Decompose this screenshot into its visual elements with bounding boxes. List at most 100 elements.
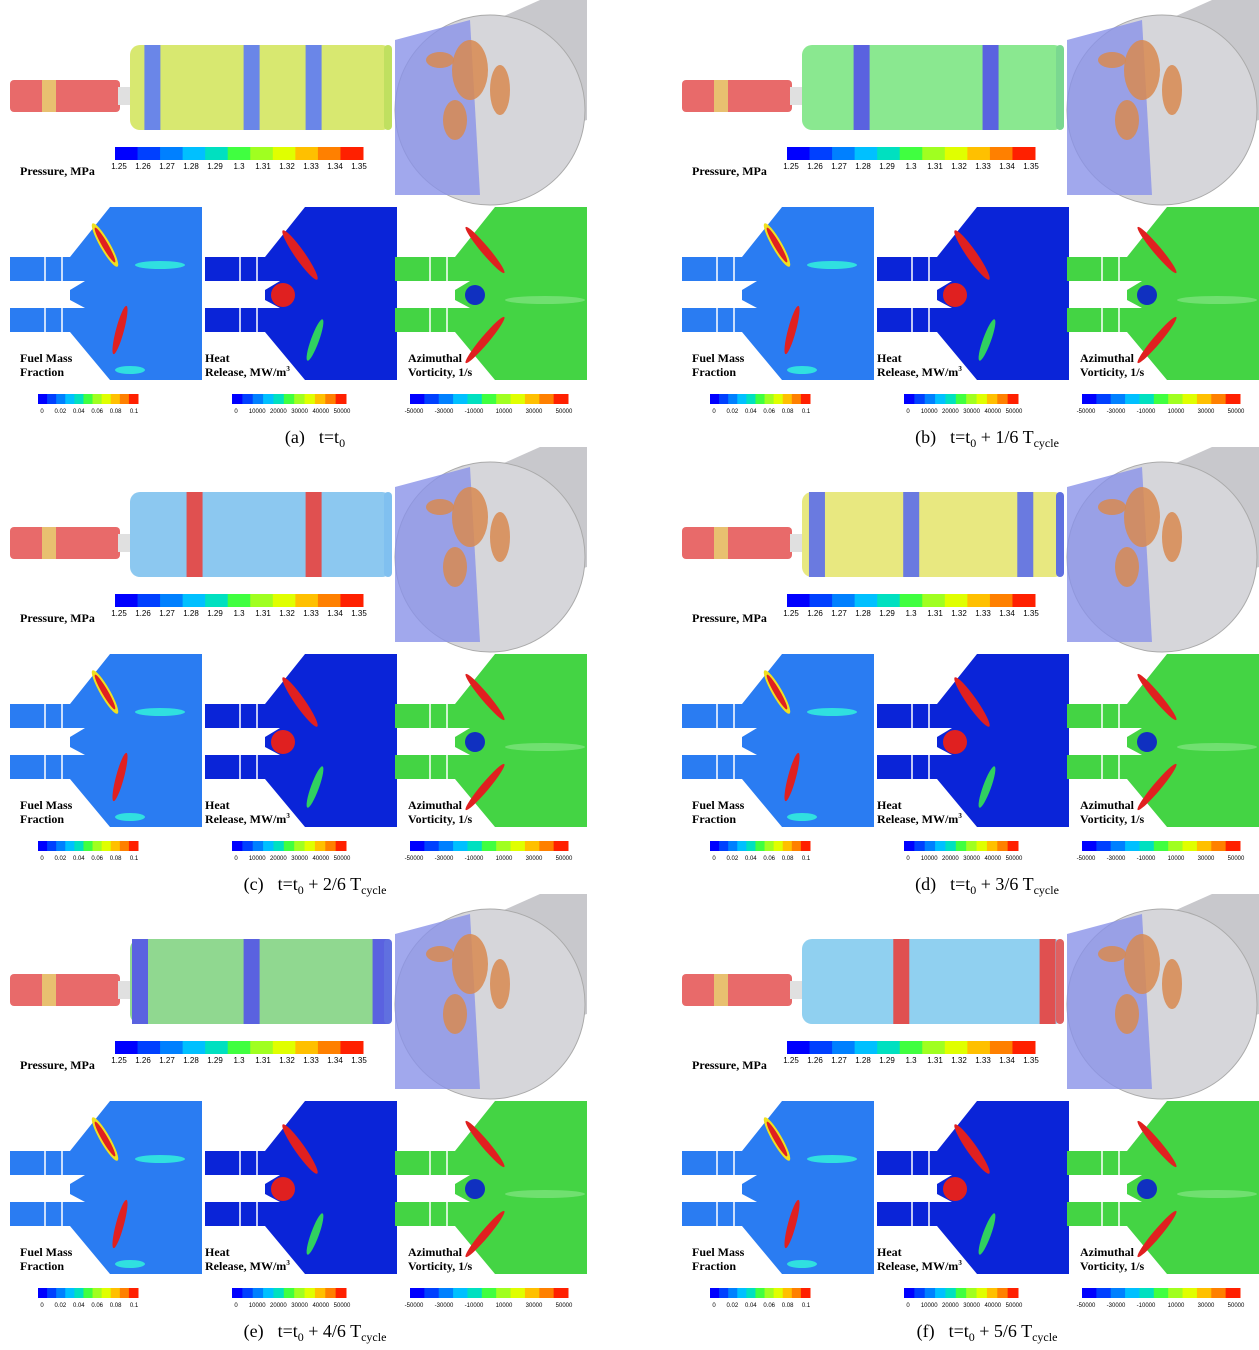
panel-label: Azimuthal [408,798,463,812]
isosurface [1098,52,1126,68]
panel-label-text: Release, MW/m [205,1259,286,1273]
inlet [10,755,85,779]
colorbar-segment [783,1288,793,1298]
panel-label: Release, MW/m3 [205,812,290,826]
caption: (d)t=t0 + 3/6 Tcycle [915,874,1059,897]
connector [118,981,132,999]
pressure-band [306,45,322,130]
colorbar-segment [966,394,977,404]
colorbar-tick-label: 0.06 [91,1303,103,1309]
colorbar-segment [990,147,1013,160]
colorbar-segment [65,841,75,851]
colorbar-tick-label: 30000 [963,856,980,862]
colorbar-segment [1226,394,1241,404]
colorbar-segment [1082,394,1097,404]
colorbar-segment [1008,1288,1019,1298]
colorbar-label: Pressure, MPa [20,1058,95,1072]
colorbar-segment [115,594,138,607]
panel-label-text: Vorticity, 1/s [408,1259,473,1273]
isosurface [1115,100,1139,140]
contour-feature [807,261,857,269]
isosurface [1162,512,1182,562]
colorbar-segment [336,394,347,404]
contour-feature [271,730,295,754]
colorbar-segment [93,394,103,404]
colorbar-tick-label: 10000 [921,1303,938,1309]
panel-label-text: Azimuthal [408,798,463,812]
colorbar-segment [1082,1288,1097,1298]
colorbar-tick-label: 0 [40,409,44,415]
colorbar-segment [554,841,569,851]
colorbar-segment [74,841,84,851]
colorbar-segment [832,1041,855,1054]
colorbar-segment [987,1288,998,1298]
colorbar-segment [922,147,945,160]
chamber [70,1101,202,1274]
colorbar-tick-label: 0.08 [110,856,122,862]
inlet [10,704,85,728]
colorbar-tick-label: -10000 [465,856,484,862]
contour-feature [807,708,857,716]
colorbar-segment [719,1288,729,1298]
colorbar-segment [74,394,84,404]
colorbar-tick-label: 0.02 [55,1303,67,1309]
colorbar-tick-label: 1.35 [1023,1056,1039,1065]
isosurface [1124,40,1160,100]
colorbar-segment [792,394,802,404]
colorbar-segment [922,1041,945,1054]
colorbar-segment [719,841,729,851]
colorbar-segment [945,394,956,404]
caption-sub: cycle [361,883,386,897]
isosurface [426,946,454,962]
panel-label: Azimuthal [1080,351,1135,365]
contour-feature [505,296,585,304]
panel: 1.251.261.271.281.291.31.311.321.331.341… [10,0,587,450]
colorbar-tick-label: 0.1 [802,1303,811,1309]
colorbar-tick-label: 50000 [1228,856,1245,862]
contour-feature [1177,1190,1257,1198]
colorbar-segment [325,841,336,851]
colorbar-segment [710,841,720,851]
colorbar-segment [810,1041,833,1054]
panel-label: Heat [877,798,902,812]
colorbar-segment [945,1288,956,1298]
colorbar-segment [1168,841,1183,851]
colorbar-segment [832,147,855,160]
colorbar-segment [38,1288,48,1298]
colorbar-segment [935,394,946,404]
isosurface [490,959,510,1009]
colorbar-tick-label: 10000 [249,1303,266,1309]
panel-label-text: Release, MW/m [877,365,958,379]
colorbar-segment [1211,394,1226,404]
colorbar-segment [284,841,295,851]
colorbar-segment [765,394,775,404]
colorbar-segment [710,394,720,404]
panel-label: Fuel Mass [692,1245,745,1259]
colorbar-label: Pressure, MPa [20,164,95,178]
panel-label: Fuel Mass [20,798,73,812]
colorbar-tick-label: 30000 [291,409,308,415]
colorbar-tick-label: 30000 [291,1303,308,1309]
colorbar-segment [273,394,284,404]
colorbar-segment [765,1288,775,1298]
colorbar-tick-label: 10000 [249,856,266,862]
colorbar-segment [956,394,967,404]
colorbar-segment [987,394,998,404]
colorbar-segment [755,1288,765,1298]
connector [118,87,132,105]
colorbar-tick-label: 0.1 [130,409,139,415]
panel-label-text: Release, MW/m [205,365,286,379]
isosurface [1162,65,1182,115]
inlet-pipe [10,527,120,559]
inlet [205,257,280,281]
colorbar-tick-label: 0.08 [110,1303,122,1309]
colorbar-tick-label: 10000 [496,1303,513,1309]
colorbar-segment [496,841,511,851]
colorbar-segment [65,1288,75,1298]
colorbar-tick-label: 1.33 [303,1056,319,1065]
colorbar-segment [453,1288,468,1298]
panel-label-sup: 3 [286,1259,290,1267]
colorbar-segment [810,147,833,160]
inlet-pipe [682,80,792,112]
colorbar-segment [205,594,228,607]
